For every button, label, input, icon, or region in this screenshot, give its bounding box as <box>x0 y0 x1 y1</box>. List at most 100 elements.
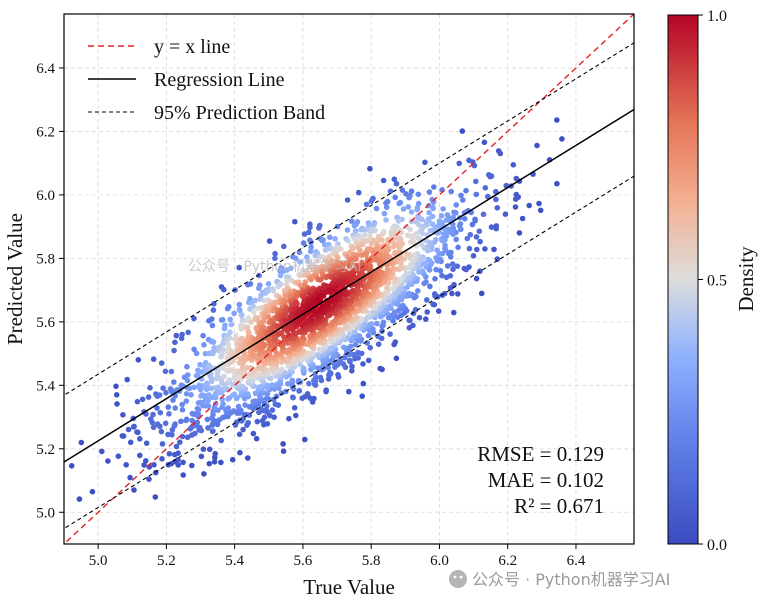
data-point <box>258 405 264 412</box>
data-point <box>290 394 296 401</box>
data-point <box>184 434 191 441</box>
y-axis-label: Predicted Value <box>3 213 27 345</box>
data-point <box>208 375 214 382</box>
data-point <box>201 471 207 477</box>
data-point <box>288 265 294 272</box>
data-point <box>215 368 221 375</box>
data-point <box>407 239 414 245</box>
data-point <box>135 357 142 363</box>
data-point <box>455 291 461 297</box>
y-tick-label: 5.8 <box>36 251 55 267</box>
legend: y = x line Regression Line 95% Predictio… <box>88 36 325 124</box>
data-point <box>210 339 217 345</box>
data-point <box>242 402 248 408</box>
data-point <box>200 446 207 453</box>
data-point <box>346 388 352 395</box>
data-point <box>150 356 157 363</box>
y-tick-label: 5.4 <box>36 378 55 394</box>
data-point <box>426 189 433 195</box>
data-point <box>430 199 437 205</box>
data-point <box>236 301 243 308</box>
data-point <box>487 173 494 180</box>
data-point <box>408 188 415 194</box>
data-point <box>209 316 215 322</box>
data-point <box>305 350 312 357</box>
data-point <box>239 383 246 390</box>
data-point <box>360 380 367 387</box>
data-point <box>312 252 319 259</box>
x-axis-label: True Value <box>303 575 395 599</box>
fit-lines <box>64 14 634 544</box>
data-point <box>204 380 210 387</box>
data-point <box>436 218 443 224</box>
data-point <box>242 391 249 397</box>
data-point <box>292 255 299 262</box>
data-point <box>383 204 390 211</box>
data-point <box>231 310 237 317</box>
data-point <box>377 365 384 372</box>
data-point <box>193 350 200 357</box>
metric-rmse: RMSE = 0.129 <box>477 442 604 466</box>
data-point <box>192 430 198 437</box>
data-point <box>379 252 386 259</box>
data-point <box>231 391 238 398</box>
data-point <box>221 325 228 332</box>
data-point <box>383 255 389 261</box>
data-point <box>448 188 455 195</box>
data-point <box>215 384 221 391</box>
data-point <box>351 334 357 341</box>
data-point <box>316 225 322 231</box>
data-point <box>433 255 439 261</box>
x-tick-label: 5.8 <box>362 553 381 569</box>
data-point <box>396 285 403 292</box>
y-tick-label: 5.2 <box>36 442 55 458</box>
data-point <box>229 367 235 373</box>
data-point <box>147 385 153 391</box>
data-point <box>512 204 519 210</box>
data-point <box>443 217 450 223</box>
data-point <box>494 205 501 211</box>
data-point <box>157 409 164 416</box>
data-point <box>253 435 260 442</box>
data-point <box>393 355 400 362</box>
prediction-band-lower <box>64 175 634 530</box>
data-point <box>247 281 254 287</box>
data-point <box>307 224 313 231</box>
data-point <box>373 257 379 263</box>
data-point <box>327 234 333 241</box>
data-point <box>124 376 130 383</box>
data-point <box>304 254 310 260</box>
data-point <box>178 418 184 425</box>
data-point <box>383 200 389 206</box>
data-point <box>472 216 478 223</box>
data-point <box>349 288 355 295</box>
data-point <box>554 180 560 187</box>
data-point <box>389 285 396 292</box>
data-point <box>477 238 483 245</box>
data-point <box>447 285 454 291</box>
data-point <box>482 246 488 252</box>
data-point <box>449 290 455 297</box>
data-point <box>372 227 378 234</box>
data-point <box>170 397 176 403</box>
data-point <box>462 216 468 222</box>
data-point <box>416 314 423 321</box>
data-point <box>415 288 421 294</box>
legend-label-identity: y = x line <box>154 36 230 58</box>
data-point <box>354 337 361 344</box>
data-point <box>207 364 213 370</box>
data-point <box>466 245 473 252</box>
watermark-overlay: 公众号 · Python机器学习AI <box>188 259 362 275</box>
data-point <box>228 321 235 328</box>
data-point <box>430 205 437 212</box>
data-point <box>416 222 422 228</box>
data-point <box>250 309 257 316</box>
data-point <box>315 365 322 371</box>
data-point <box>367 344 374 351</box>
data-point <box>337 357 344 364</box>
data-point <box>250 430 257 437</box>
data-point <box>391 176 398 182</box>
data-point <box>245 455 251 461</box>
data-point <box>359 393 366 400</box>
data-point <box>131 487 137 493</box>
